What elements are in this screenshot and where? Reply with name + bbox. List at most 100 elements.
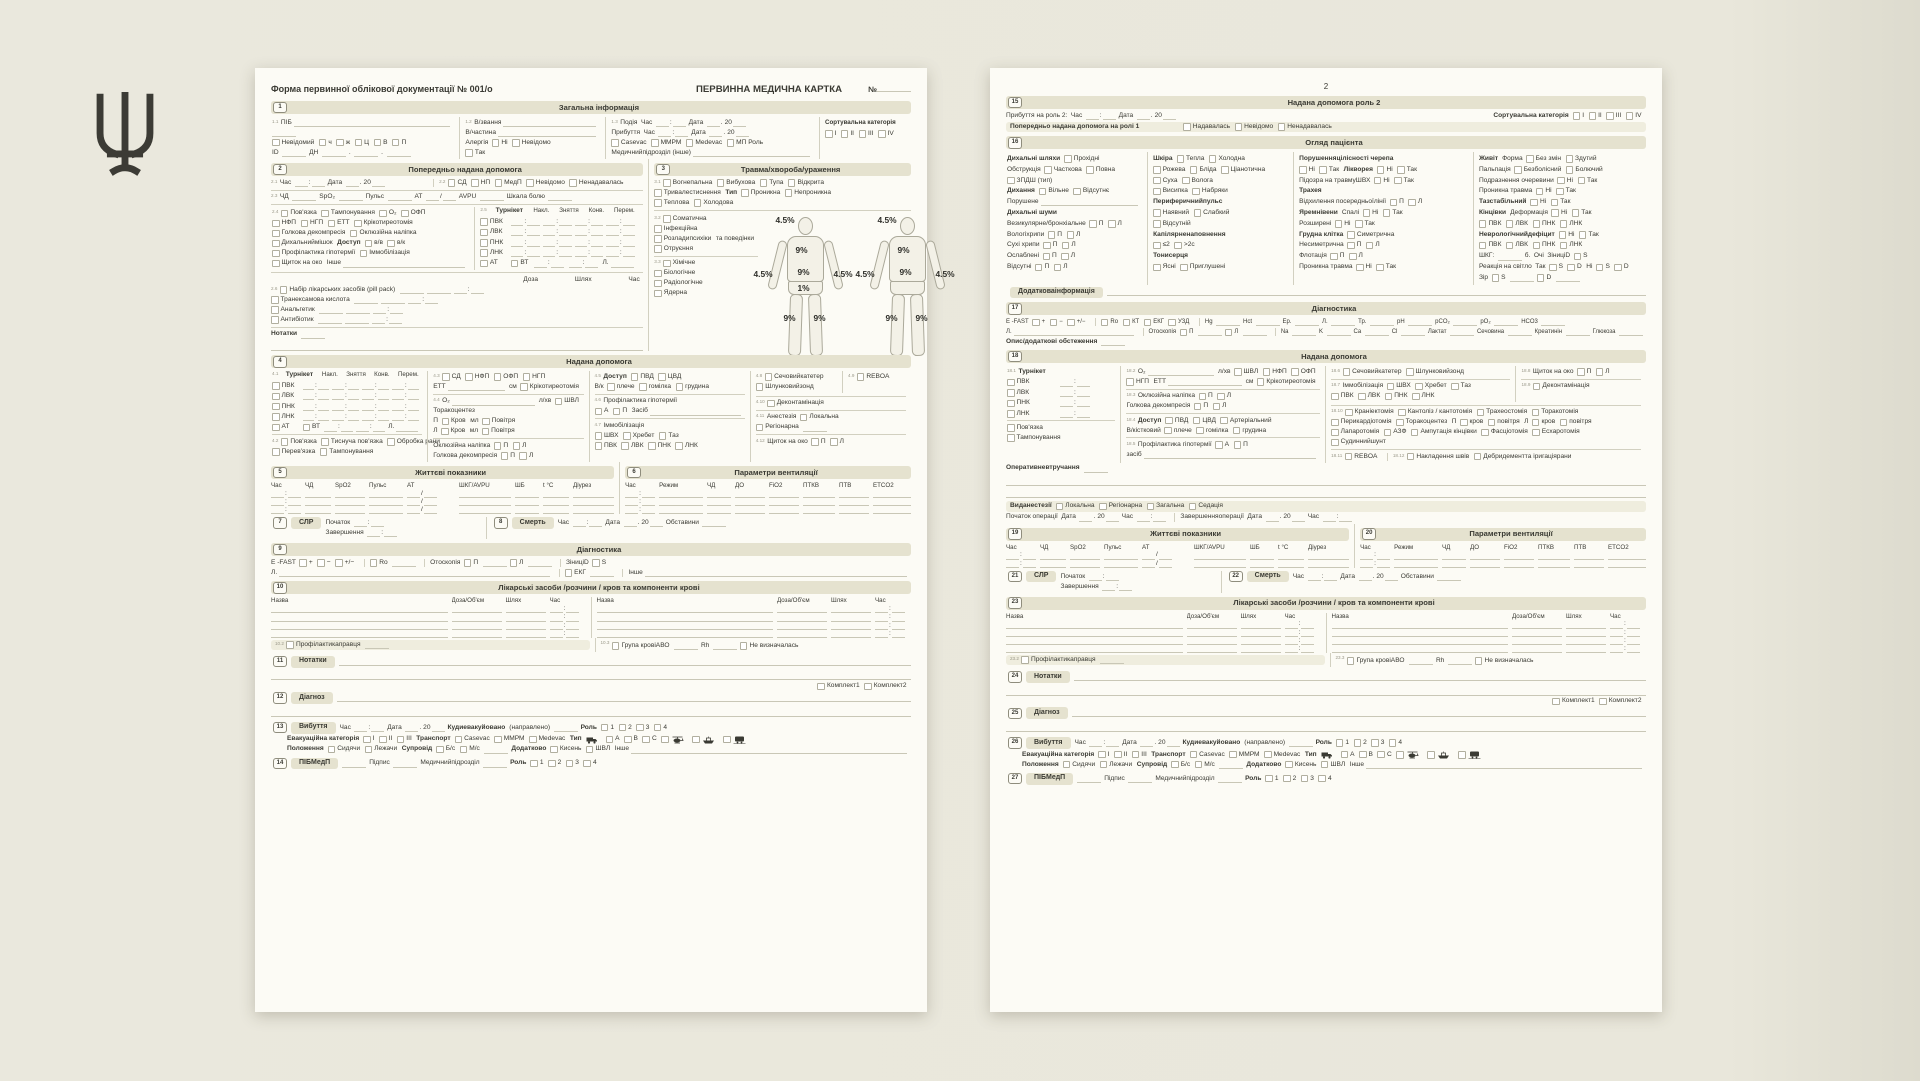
input-field[interactable]: : (1284, 629, 1321, 637)
checkbox[interactable]: Теплова (654, 199, 689, 207)
input-field[interactable] (1470, 560, 1500, 568)
input-field[interactable]: : (302, 382, 330, 390)
input-line[interactable] (1376, 560, 1390, 568)
checkbox[interactable]: ЛНК (1412, 392, 1434, 401)
input-line[interactable] (1447, 657, 1472, 666)
checkbox[interactable]: Л (1066, 231, 1080, 239)
input-field[interactable] (1186, 621, 1237, 629)
input-line[interactable] (1610, 637, 1623, 646)
extra-info-line[interactable] (1106, 288, 1646, 297)
checkbox-box[interactable] (1189, 750, 1198, 759)
input-field[interactable] (1186, 645, 1237, 654)
input-line[interactable] (387, 193, 412, 202)
input-line[interactable] (1331, 621, 1508, 629)
checkbox[interactable]: Торакоцентез (1396, 418, 1447, 427)
input-line[interactable] (891, 630, 905, 639)
input-field[interactable]: : (353, 519, 384, 528)
checkbox-box[interactable] (480, 259, 488, 268)
checkbox-box[interactable] (1007, 389, 1015, 397)
labeled-field[interactable]: В/частина (465, 129, 597, 138)
checkbox[interactable]: кров (1531, 418, 1555, 427)
checkbox[interactable]: КТ (1122, 318, 1139, 327)
input-line[interactable] (1158, 560, 1172, 568)
input-field[interactable] (451, 614, 502, 622)
checkbox-box[interactable] (510, 259, 519, 268)
input-line[interactable] (425, 296, 439, 305)
input-line[interactable] (1507, 328, 1532, 337)
input-line[interactable] (1408, 318, 1433, 327)
input-line[interactable] (590, 228, 604, 237)
input-field[interactable]: : (367, 529, 398, 538)
input-line[interactable] (527, 249, 540, 258)
checkbox[interactable]: гомілка (639, 383, 671, 391)
checkbox[interactable]: − (1049, 318, 1063, 327)
checkbox[interactable]: Інфекційна (654, 225, 697, 233)
checkbox-box[interactable] (272, 413, 280, 421)
checkbox[interactable]: в/в (364, 239, 383, 248)
input-field[interactable] (1504, 560, 1534, 568)
input-field[interactable] (386, 149, 411, 157)
input-line[interactable] (1105, 514, 1119, 522)
input-field[interactable] (1538, 560, 1570, 568)
checkbox[interactable]: Л (1212, 402, 1227, 411)
input-field[interactable] (335, 506, 365, 515)
input-line[interactable] (305, 498, 331, 506)
input-line[interactable] (549, 605, 563, 614)
notes-line[interactable] (271, 340, 644, 352)
input-line[interactable] (302, 413, 315, 422)
input-field[interactable]: . 20 (1079, 513, 1119, 522)
input-line[interactable] (644, 569, 907, 578)
input-line[interactable] (1219, 761, 1244, 769)
checkbox-box[interactable] (1383, 428, 1392, 437)
input-line[interactable] (574, 239, 588, 247)
input-line[interactable] (453, 286, 467, 295)
input-line[interactable] (1538, 560, 1570, 568)
input-line[interactable] (1162, 112, 1176, 121)
checkbox-box[interactable] (1342, 368, 1351, 376)
checkbox-box[interactable] (1229, 750, 1237, 759)
checkbox[interactable]: 1 (600, 724, 614, 732)
input-line[interactable] (1040, 552, 1066, 560)
input-field[interactable] (515, 490, 539, 498)
input-line[interactable] (1288, 739, 1313, 748)
checkbox-box[interactable] (1131, 750, 1140, 759)
input-line[interactable] (1186, 629, 1237, 637)
checkbox-box[interactable] (1558, 231, 1567, 239)
input-field[interactable]: : (332, 403, 360, 411)
checkbox[interactable]: ЛВК (480, 228, 506, 237)
checkbox[interactable]: П (1042, 252, 1057, 261)
input-field[interactable]: : (542, 239, 572, 247)
input-field[interactable]: : (655, 119, 686, 128)
checkbox-box[interactable] (624, 735, 632, 744)
checkbox[interactable]: Холодна (1208, 155, 1245, 163)
checkbox[interactable]: Хребет (623, 432, 654, 440)
input-line[interactable] (342, 760, 367, 768)
checkbox[interactable]: ПНК (1532, 220, 1555, 228)
checkbox[interactable]: Так (1394, 177, 1414, 185)
checkbox-box[interactable] (529, 735, 537, 744)
checkbox-box[interactable] (1571, 209, 1580, 217)
input-field[interactable]: : (510, 249, 540, 258)
input-field[interactable] (839, 490, 869, 498)
input-line[interactable] (559, 228, 572, 237)
input-field[interactable] (777, 614, 827, 622)
input-line[interactable] (1040, 198, 1139, 207)
input-field[interactable] (1408, 318, 1433, 327)
checkbox[interactable]: С (1377, 751, 1392, 759)
input-line[interactable] (707, 506, 731, 515)
checkbox[interactable]: ЛВК (621, 442, 644, 450)
input-line[interactable] (606, 228, 619, 237)
checkbox[interactable]: ЛНК (1559, 241, 1582, 250)
input-line[interactable] (332, 413, 344, 422)
input-line[interactable] (1538, 552, 1570, 560)
input-field[interactable] (459, 498, 511, 506)
input-field[interactable]: / (407, 498, 455, 506)
checkbox-box[interactable] (463, 559, 472, 567)
checkbox[interactable]: П (1047, 231, 1062, 239)
checkbox[interactable]: ч (318, 139, 332, 147)
checkbox-box[interactable] (1180, 263, 1188, 271)
checkbox-box[interactable] (1595, 368, 1604, 376)
checkbox[interactable]: Локальна (1055, 502, 1095, 511)
labeled-field[interactable]: Порушене (1007, 198, 1139, 207)
input-line[interactable] (702, 519, 727, 528)
